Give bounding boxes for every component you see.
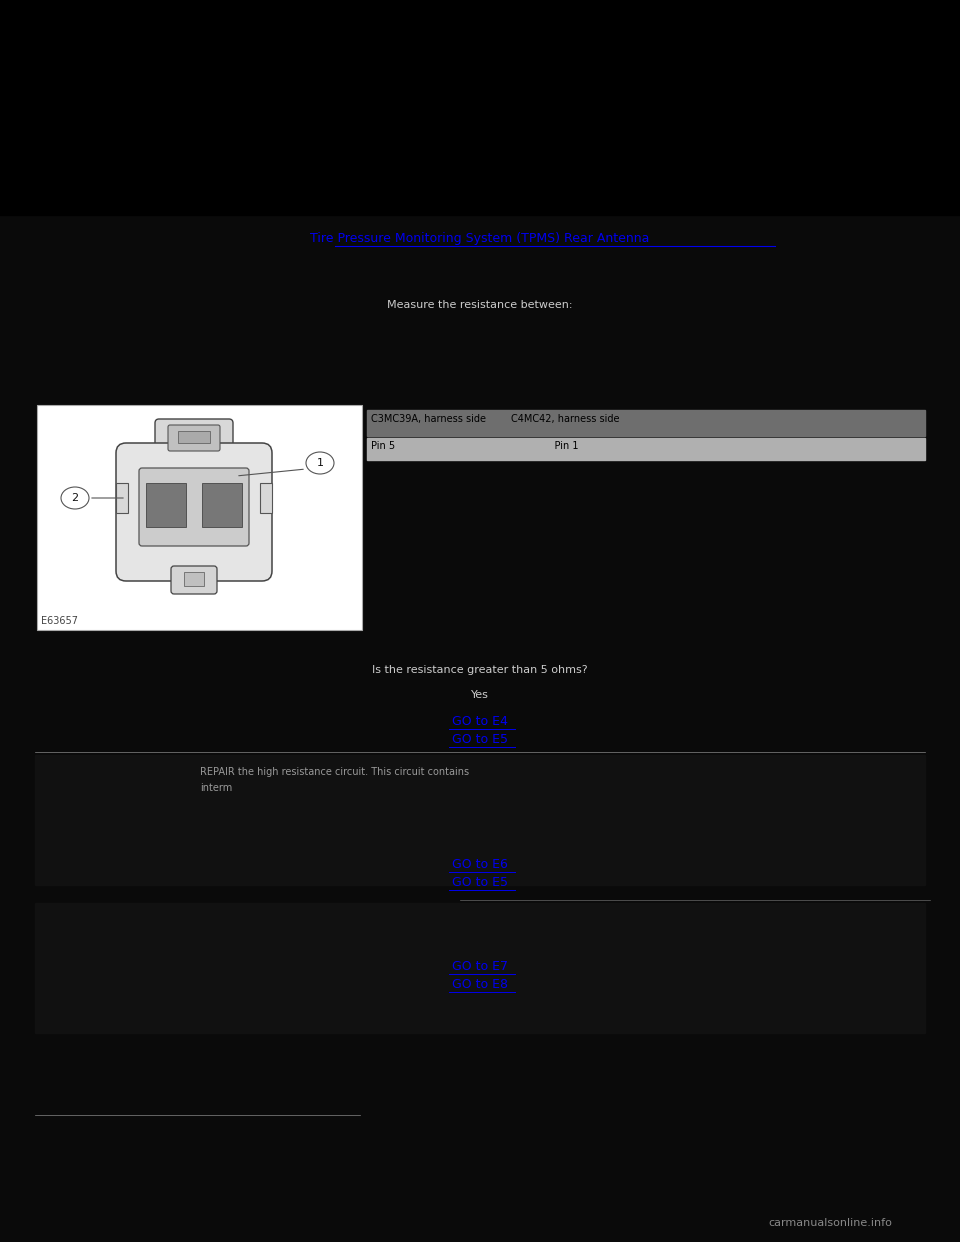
- Bar: [0, 0, 960, 215]
- Bar: [260, 483, 272, 513]
- Ellipse shape: [61, 487, 89, 509]
- Text: Is the resistance greater than 5 ohms?: Is the resistance greater than 5 ohms?: [372, 664, 588, 674]
- Text: GO to E5: GO to E5: [452, 876, 508, 889]
- Text: interm: interm: [200, 782, 232, 792]
- Text: REPAIR the high resistance circuit. This circuit contains: REPAIR the high resistance circuit. This…: [200, 768, 469, 777]
- FancyBboxPatch shape: [171, 566, 217, 594]
- Text: GO to E4: GO to E4: [452, 715, 508, 728]
- Text: Tire Pressure Monitoring System (TPMS) Rear Antenna: Tire Pressure Monitoring System (TPMS) R…: [310, 232, 650, 245]
- FancyBboxPatch shape: [139, 468, 249, 546]
- Text: C3MC39A, harness side        C4MC42, harness side: C3MC39A, harness side C4MC42, harness si…: [371, 414, 619, 424]
- Bar: [146, 483, 186, 527]
- Bar: [178, 431, 210, 443]
- Bar: [202, 483, 242, 527]
- Text: GO to E6: GO to E6: [452, 858, 508, 871]
- Text: GO to E5: GO to E5: [452, 733, 508, 746]
- Text: carmanualsonline.info: carmanualsonline.info: [768, 1218, 892, 1228]
- Text: GO to E7: GO to E7: [452, 960, 508, 972]
- Ellipse shape: [306, 452, 334, 474]
- FancyBboxPatch shape: [168, 425, 220, 451]
- Text: Pin 5                                                   Pin 1: Pin 5 Pin 1: [371, 441, 579, 451]
- Bar: [367, 438, 925, 460]
- Text: E63657: E63657: [41, 616, 78, 626]
- Bar: [184, 573, 204, 586]
- Text: 1: 1: [317, 458, 324, 468]
- FancyBboxPatch shape: [155, 419, 233, 460]
- Text: GO to E8: GO to E8: [452, 977, 508, 991]
- Bar: [367, 410, 925, 436]
- FancyBboxPatch shape: [116, 443, 272, 581]
- Bar: [37, 405, 362, 630]
- Text: 2: 2: [71, 493, 79, 503]
- Bar: [116, 483, 128, 513]
- Text: Measure the resistance between:: Measure the resistance between:: [387, 301, 573, 310]
- Text: Yes: Yes: [471, 691, 489, 700]
- Bar: [35, 903, 925, 1033]
- Bar: [35, 755, 925, 886]
